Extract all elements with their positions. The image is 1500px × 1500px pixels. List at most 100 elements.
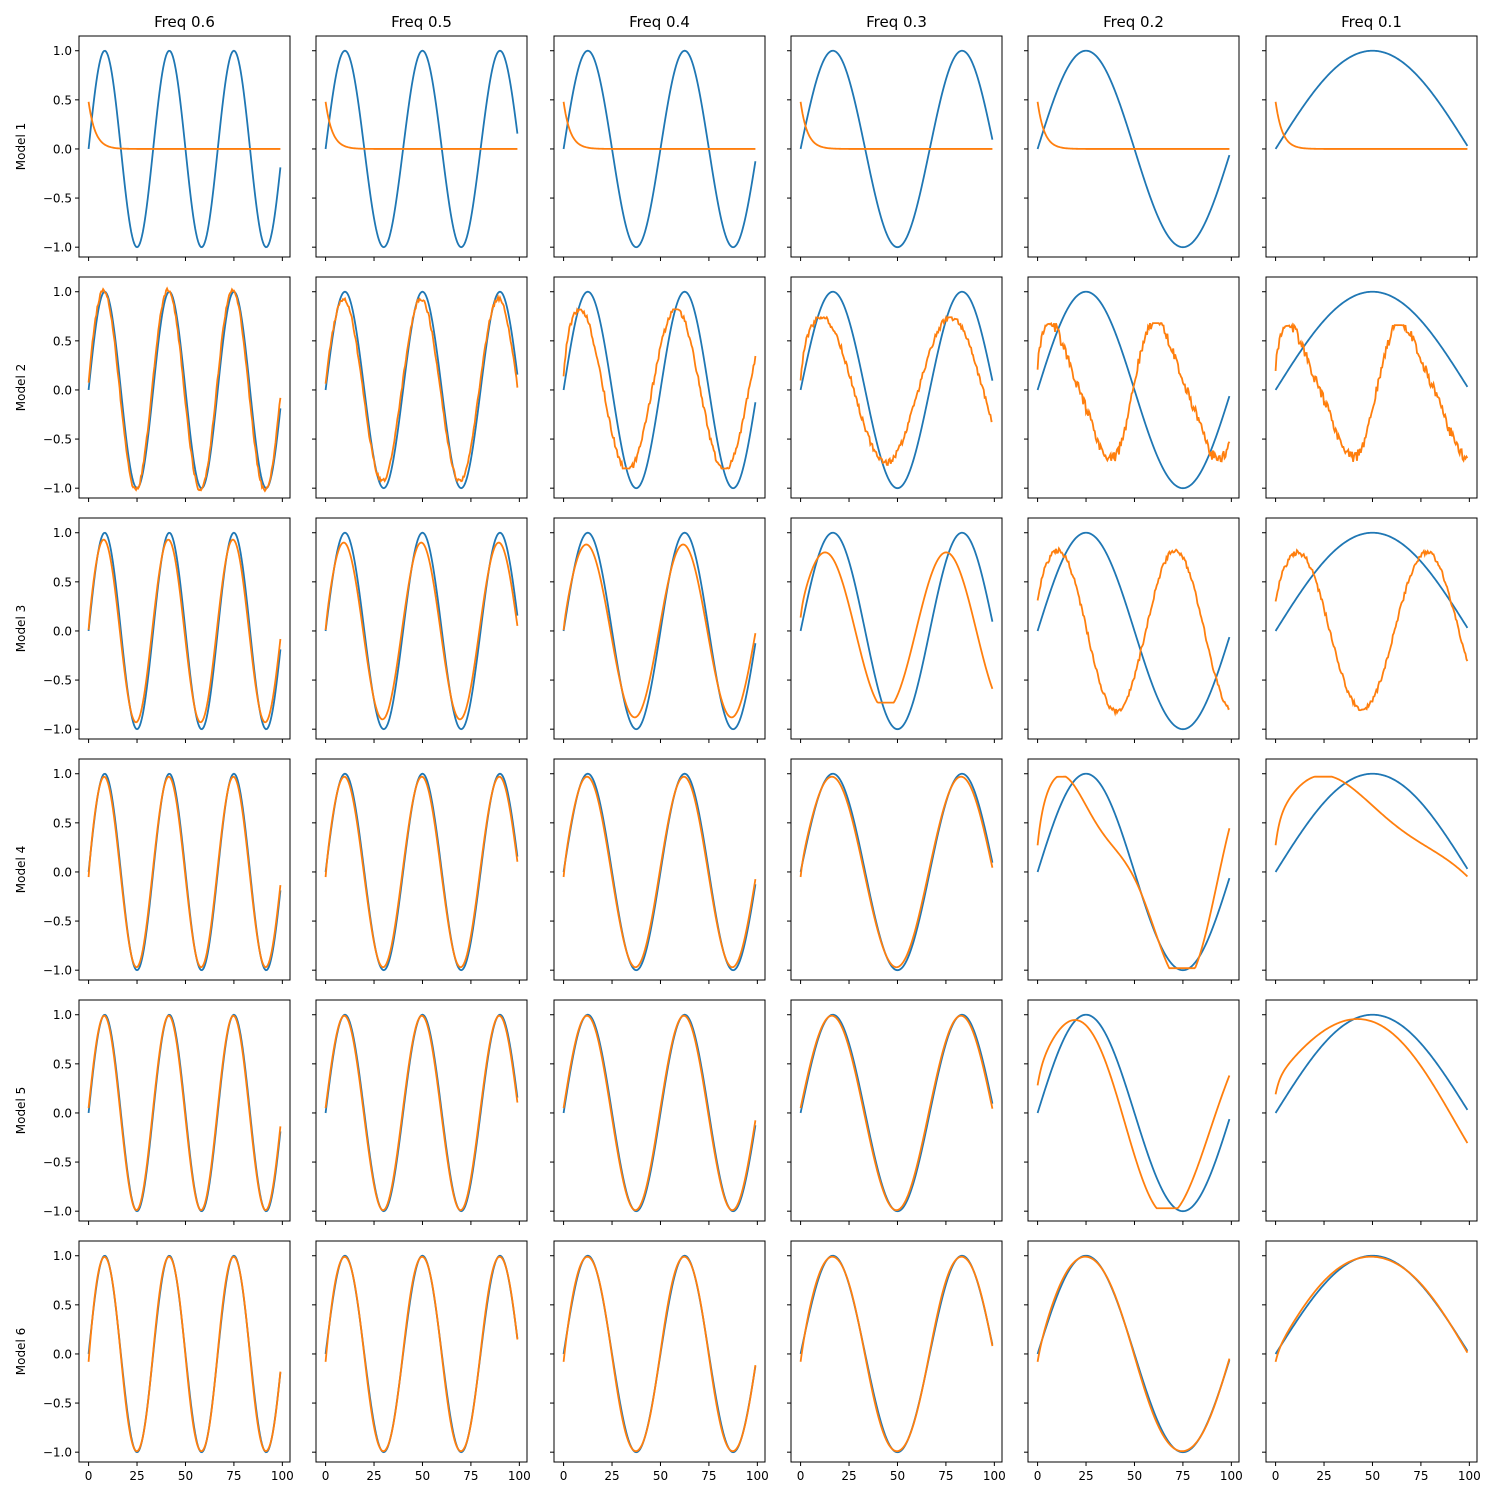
prediction-line [799, 101, 993, 150]
x-tick-label: 50 [890, 1469, 905, 1483]
subplot-r3-c2 [312, 517, 528, 743]
y-tick-label: −1.0 [43, 241, 72, 255]
prediction-line [799, 775, 994, 969]
subplot-r5-c3 [550, 999, 766, 1225]
subplot-r6-c3: 0 25 50 75 100 [550, 1240, 769, 1483]
prediction-line [1274, 548, 1469, 712]
x-tick-label: 50 [1365, 1469, 1380, 1483]
subplot-r3-c3 [550, 517, 766, 743]
axes-frame [790, 276, 1003, 499]
prediction-line [1036, 1255, 1231, 1453]
subplot-r1-c3 [550, 35, 766, 261]
target-line [1036, 1013, 1231, 1213]
prediction-line [799, 1014, 994, 1212]
axes-frame [553, 35, 766, 258]
axes-frame [1027, 276, 1240, 499]
subplot-r2-c5 [1024, 276, 1240, 502]
x-tick-label: 75 [1175, 1469, 1190, 1483]
y-tick-label: −1.0 [43, 1446, 72, 1460]
y-tick-label: 0.5 [53, 1298, 72, 1312]
target-line [87, 531, 282, 731]
prediction-line [1274, 1018, 1469, 1144]
subplot-r1-c4 [787, 35, 1003, 261]
y-tick-label: −1.0 [43, 1205, 72, 1219]
x-tick-label: 0 [797, 1469, 805, 1483]
y-tick-label: 0.0 [53, 1347, 72, 1361]
column-title: Freq 0.1 [1341, 13, 1402, 31]
y-tick-label: −0.5 [43, 674, 72, 688]
x-tick-label: 75 [1413, 1469, 1428, 1483]
prediction-line [324, 541, 519, 721]
subplot-r3-c6 [1262, 517, 1478, 743]
x-tick-label: 0 [1034, 1469, 1042, 1483]
axes-frame [315, 999, 528, 1222]
x-tick-label: 25 [841, 1469, 856, 1483]
axes-frame [1265, 517, 1478, 740]
subplot-r4-c6 [1262, 758, 1478, 984]
prediction-line [799, 1255, 994, 1453]
subplot-r1-c1: −1.0 −0.5 0.0 0.5 1.0 [43, 35, 291, 261]
subplot-r3-c5 [1024, 517, 1240, 743]
axes-frame [315, 517, 528, 740]
subplot-r4-c3 [550, 758, 766, 984]
axes-frame [1027, 999, 1240, 1222]
subplot-r3-c1: −1.0 −0.5 0.0 0.5 1.0 [43, 517, 291, 743]
x-tick-label: 25 [129, 1469, 144, 1483]
row-label: Model 5 [14, 1087, 28, 1134]
prediction-line [562, 1255, 757, 1453]
subplot-r6-c2: 0 25 50 75 100 [312, 1240, 531, 1483]
axes-frame [553, 999, 766, 1222]
subplot-r4-c1: −1.0 −0.5 0.0 0.5 1.0 [43, 758, 291, 984]
axes-frame [1027, 1240, 1240, 1463]
prediction-line [87, 286, 282, 493]
row-label: Model 4 [14, 846, 28, 893]
subplot-r1-c5 [1024, 35, 1240, 261]
subplot-r2-c2 [312, 276, 528, 502]
target-line [1274, 772, 1469, 873]
y-tick-label: 0.5 [53, 334, 72, 348]
prediction-line [324, 1255, 519, 1453]
axes-frame [1027, 758, 1240, 981]
axes-frame [553, 758, 766, 981]
subplot-r1-c2 [312, 35, 528, 261]
x-tick-label: 100 [508, 1469, 531, 1483]
y-tick-label: 1.0 [53, 1249, 72, 1263]
row-label: Model 1 [14, 123, 28, 170]
x-tick-label: 50 [178, 1469, 193, 1483]
prediction-line [87, 775, 282, 969]
prediction-line [1036, 546, 1230, 717]
target-line [562, 290, 757, 490]
x-tick-label: 0 [1272, 1469, 1280, 1483]
axes-frame [78, 758, 291, 981]
y-tick-label: −0.5 [43, 192, 72, 206]
x-tick-label: 50 [653, 1469, 668, 1483]
subplot-r4-c5 [1024, 758, 1240, 984]
prediction-line [1274, 1255, 1469, 1363]
target-line [324, 290, 519, 490]
axes-frame [1265, 1240, 1478, 1463]
axes-frame [78, 35, 291, 258]
axes-frame [78, 517, 291, 740]
subplot-r4-c2 [312, 758, 528, 984]
y-tick-label: 0.5 [53, 1057, 72, 1071]
x-tick-label: 50 [415, 1469, 430, 1483]
x-tick-label: 0 [85, 1469, 93, 1483]
y-tick-label: 1.0 [53, 44, 72, 58]
row-label: Model 2 [14, 364, 28, 411]
x-tick-label: 75 [463, 1469, 478, 1483]
prediction-line [1036, 1019, 1231, 1210]
prediction-line [1274, 775, 1469, 878]
y-tick-label: 1.0 [53, 767, 72, 781]
subplot-r2-c4 [787, 276, 1003, 502]
prediction-line [87, 1014, 282, 1212]
y-tick-label: 0.0 [53, 865, 72, 879]
prediction-line [87, 101, 281, 150]
target-line [799, 49, 994, 249]
target-line [1036, 772, 1231, 972]
axes-frame [790, 35, 1003, 258]
row-label: Model 6 [14, 1328, 28, 1375]
prediction-line [562, 307, 757, 470]
axes-frame [315, 1240, 528, 1463]
x-tick-label: 25 [1316, 1469, 1331, 1483]
prediction-line [324, 1014, 519, 1212]
